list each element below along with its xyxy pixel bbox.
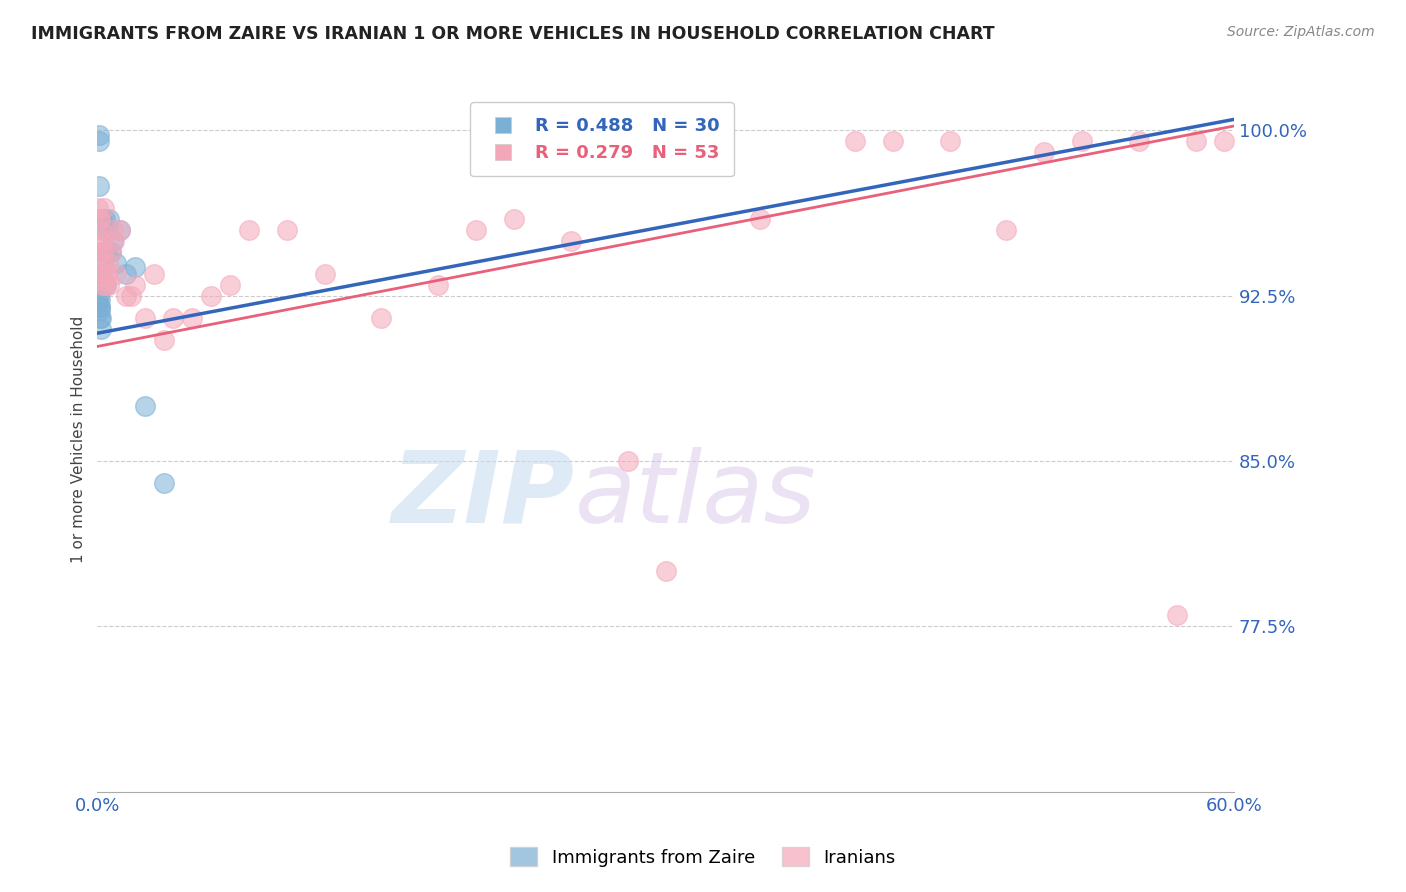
Point	[87, 289, 110, 303]
Point	[103, 234, 125, 248]
Point	[101, 234, 124, 248]
Point	[90, 310, 112, 325]
Point	[89, 244, 111, 259]
Point	[89, 310, 111, 325]
Point	[844, 135, 866, 149]
Point	[427, 277, 450, 292]
Point	[94, 267, 117, 281]
Point	[181, 310, 204, 325]
Point	[87, 234, 110, 248]
Point	[134, 399, 156, 413]
Point	[87, 201, 110, 215]
Point	[654, 564, 676, 578]
Point	[91, 260, 114, 274]
Point	[105, 267, 128, 281]
Point	[114, 267, 136, 281]
Point	[97, 256, 120, 270]
Text: ZIP: ZIP	[392, 447, 575, 544]
Point	[89, 178, 111, 193]
Point	[120, 289, 142, 303]
Point	[97, 211, 120, 226]
Point	[90, 256, 112, 270]
Point	[124, 277, 146, 292]
Point	[882, 135, 904, 149]
Point	[108, 222, 131, 236]
Point	[87, 295, 110, 310]
Point	[90, 267, 112, 281]
Point	[465, 222, 488, 236]
Point	[97, 277, 120, 292]
Text: atlas: atlas	[575, 447, 817, 544]
Point	[91, 244, 114, 259]
Legend: R = 0.488   N = 30, R = 0.279   N = 53: R = 0.488 N = 30, R = 0.279 N = 53	[470, 103, 734, 177]
Text: IMMIGRANTS FROM ZAIRE VS IRANIAN 1 OR MORE VEHICLES IN HOUSEHOLD CORRELATION CHA: IMMIGRANTS FROM ZAIRE VS IRANIAN 1 OR MO…	[31, 25, 994, 43]
Point	[1166, 608, 1188, 623]
Point	[89, 211, 111, 226]
Point	[124, 260, 146, 274]
Point	[87, 135, 110, 149]
Point	[94, 277, 117, 292]
Point	[100, 244, 122, 259]
Point	[89, 211, 111, 226]
Y-axis label: 1 or more Vehicles in Household: 1 or more Vehicles in Household	[72, 316, 86, 563]
Point	[152, 333, 174, 347]
Point	[91, 244, 114, 259]
Point	[616, 454, 638, 468]
Point	[560, 234, 582, 248]
Point	[938, 135, 960, 149]
Point	[1185, 135, 1208, 149]
Point	[91, 234, 114, 248]
Point	[89, 300, 111, 314]
Point	[1128, 135, 1150, 149]
Text: Source: ZipAtlas.com: Source: ZipAtlas.com	[1227, 25, 1375, 39]
Point	[162, 310, 184, 325]
Point	[91, 211, 114, 226]
Point	[108, 222, 131, 236]
Point	[276, 222, 298, 236]
Point	[90, 267, 112, 281]
Point	[749, 211, 772, 226]
Point	[503, 211, 526, 226]
Point	[89, 300, 111, 314]
Point	[1213, 135, 1236, 149]
Point	[100, 244, 122, 259]
Point	[143, 267, 166, 281]
Point	[93, 201, 115, 215]
Point	[90, 322, 112, 336]
Point	[90, 222, 112, 236]
Point	[101, 222, 124, 236]
Point	[134, 310, 156, 325]
Point	[1033, 145, 1056, 160]
Point	[114, 289, 136, 303]
Point	[96, 244, 118, 259]
Point	[89, 304, 111, 318]
Point	[370, 310, 392, 325]
Point	[200, 289, 222, 303]
Point	[96, 267, 118, 281]
Point	[97, 222, 120, 236]
Point	[89, 293, 111, 308]
Point	[105, 256, 128, 270]
Point	[87, 128, 110, 142]
Point	[238, 222, 260, 236]
Point	[91, 277, 114, 292]
Point	[314, 267, 336, 281]
Point	[94, 211, 117, 226]
Point	[995, 222, 1018, 236]
Legend: Immigrants from Zaire, Iranians: Immigrants from Zaire, Iranians	[503, 840, 903, 874]
Point	[1071, 135, 1094, 149]
Point	[219, 277, 242, 292]
Point	[94, 277, 117, 292]
Point	[93, 222, 115, 236]
Point	[152, 476, 174, 491]
